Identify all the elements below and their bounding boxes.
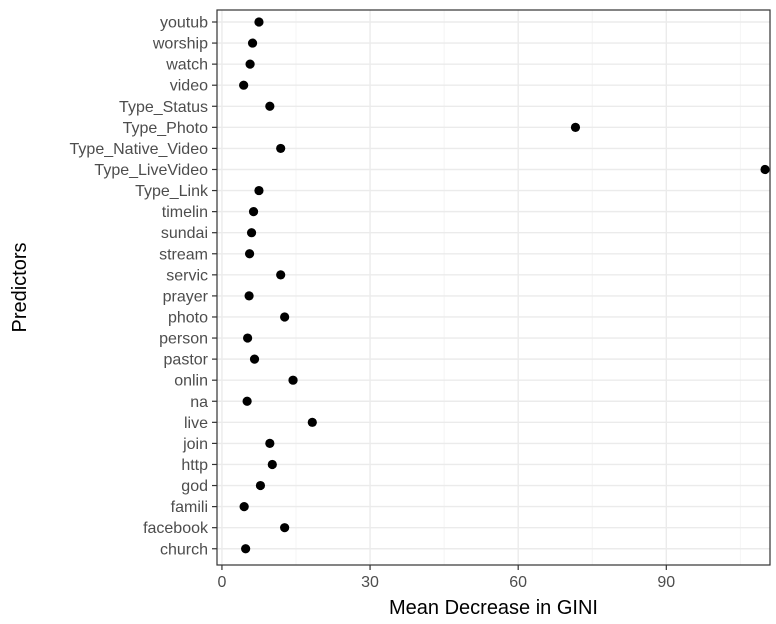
y-tick-label: Type_Link xyxy=(135,183,209,200)
data-point xyxy=(267,459,277,470)
x-axis-title: Mean Decrease in GINI xyxy=(389,597,598,619)
y-tick-label: servic xyxy=(166,267,208,284)
data-point xyxy=(570,122,581,132)
y-tick-label: video xyxy=(170,78,208,95)
y-tick-label: timelin xyxy=(162,204,208,221)
y-tick-label: stream xyxy=(159,246,208,263)
data-point xyxy=(239,80,249,90)
x-tick-label: 0 xyxy=(217,574,226,591)
y-tick-label: na xyxy=(190,394,208,411)
y-tick-label: pastor xyxy=(164,352,209,369)
x-tick-label: 60 xyxy=(509,574,527,591)
y-tick-label: onlin xyxy=(174,373,208,390)
data-point xyxy=(241,544,251,554)
data-point xyxy=(760,164,770,175)
data-point xyxy=(245,59,255,69)
y-tick-label: worship xyxy=(152,36,208,53)
panel-border xyxy=(216,9,771,566)
data-point xyxy=(254,17,264,27)
data-point xyxy=(243,333,253,343)
y-tick-label: live xyxy=(184,415,208,432)
y-axis-title: Predictors xyxy=(9,242,31,332)
y-tick-label: Type_Photo xyxy=(123,120,209,137)
data-point xyxy=(249,354,260,364)
data-point xyxy=(276,270,286,280)
axes-layer: church facebook famili god http join live na onl… xyxy=(70,15,676,592)
y-tick-label: photo xyxy=(168,309,208,326)
data-point xyxy=(280,312,290,322)
y-tick-label: http xyxy=(181,457,208,474)
y-tick-label: join xyxy=(182,436,208,453)
y-tick-label: watch xyxy=(165,57,208,74)
y-tick-label: Type_LiveVideo xyxy=(94,162,208,179)
data-point xyxy=(255,480,266,491)
data-point xyxy=(239,502,249,512)
x-tick-label: 30 xyxy=(361,574,379,591)
y-tick-label: youtub xyxy=(160,15,208,32)
y-tick-label: Type_Status xyxy=(119,99,208,116)
data-point xyxy=(254,185,264,196)
data-point xyxy=(265,438,275,448)
data-point xyxy=(280,523,290,533)
data-point xyxy=(307,417,317,427)
points-layer xyxy=(239,17,770,554)
y-tick-label: sundai xyxy=(161,225,208,242)
data-point xyxy=(248,207,259,217)
data-point xyxy=(247,38,258,48)
y-tick-label: prayer xyxy=(163,288,209,305)
y-tick-label: Type_Native_Video xyxy=(70,141,209,158)
data-point xyxy=(244,291,254,301)
data-point xyxy=(265,101,275,111)
x-tick-label: 90 xyxy=(657,574,675,591)
y-tick-label: famili xyxy=(171,499,208,516)
y-tick-label: god xyxy=(181,478,208,495)
data-point xyxy=(276,143,286,154)
data-point xyxy=(242,396,252,406)
data-point xyxy=(288,375,298,385)
data-point xyxy=(246,228,257,238)
grid-layer xyxy=(217,10,770,565)
y-tick-label: facebook xyxy=(143,520,209,537)
y-tick-label: person xyxy=(159,331,208,348)
y-tick-label: church xyxy=(160,541,208,558)
data-point xyxy=(244,249,255,259)
